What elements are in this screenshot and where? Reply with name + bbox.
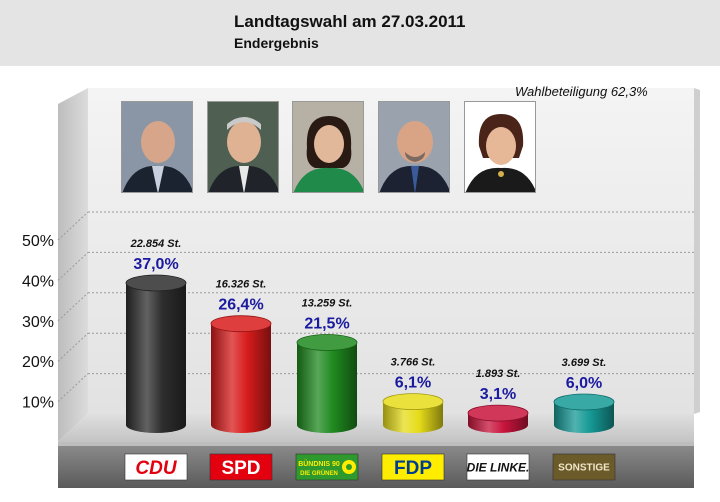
party-logo-text-2: DIE GRÜNEN	[300, 470, 338, 477]
bar-body	[383, 401, 443, 433]
bar-value-label: 6,1%	[395, 375, 431, 392]
party-logo-bg	[381, 453, 445, 481]
bar-value-label: 6,0%	[566, 375, 602, 392]
chart-floor-edge	[58, 442, 694, 446]
chart-subtitle: Endergebnis	[234, 35, 319, 51]
candidate-photo-cdu	[121, 101, 193, 193]
bar-top	[382, 393, 444, 410]
gridline-side	[57, 332, 89, 362]
party-logo-text: DIE LINKE.	[467, 460, 530, 474]
y-tick-label: 40%	[22, 273, 54, 290]
chart-title: Landtagswahl am 27.03.2011	[234, 12, 466, 31]
party-logo-text: BÜNDNIS 90	[298, 459, 340, 468]
gridline-side	[57, 211, 89, 241]
y-tick-label: 20%	[22, 354, 54, 371]
party-logo-bg	[552, 453, 616, 481]
bar-value-label: 37,0%	[133, 256, 178, 273]
chart-right-wall	[694, 88, 700, 414]
turnout-label: Wahlbeteiligung 62,3%	[515, 84, 648, 99]
y-tick-label: 30%	[22, 314, 54, 331]
bar-body	[554, 401, 614, 433]
party-logo-bg	[466, 453, 530, 481]
party-logo-text: SONSTIGE	[558, 463, 610, 474]
bar-top	[467, 404, 529, 422]
bar-votes-label: 22.854 St.	[130, 238, 182, 250]
bar-value-label: 3,1%	[480, 386, 516, 403]
bar-value-label: 26,4%	[218, 297, 263, 314]
candidate-photo-gruene	[292, 101, 364, 193]
bar-votes-label: 3.766 St.	[391, 357, 436, 369]
bar-body	[211, 323, 271, 433]
party-logo-bg	[209, 453, 273, 481]
header-bar: Landtagswahl am 27.03.2011 Endergebnis	[0, 0, 720, 66]
candidate-photo-linke	[464, 101, 536, 193]
candidate-photo-fdp	[378, 101, 450, 193]
bar-top	[553, 393, 615, 411]
bar-votes-label: 1.893 St.	[476, 368, 521, 380]
bar-top	[296, 334, 358, 351]
bar-votes-label: 3.699 St.	[562, 357, 607, 369]
candidate-photo-spd	[207, 101, 279, 193]
gridline-side	[57, 373, 89, 402]
bar-votes-label: 16.326 St.	[216, 279, 267, 291]
y-tick-label: 10%	[22, 395, 54, 412]
party-logo-text: CDU	[135, 458, 177, 479]
party-logo-text: SPD	[221, 458, 260, 479]
bar-value-label: 21,5%	[304, 315, 349, 332]
bar-votes-label: 13.259 St.	[302, 297, 353, 309]
gridline-side	[57, 252, 89, 281]
party-logo-text: FDP	[394, 458, 432, 479]
chart-left-wall	[58, 88, 88, 442]
bar-body	[297, 342, 357, 433]
y-tick-label: 50%	[22, 233, 54, 250]
bar-body	[126, 283, 186, 433]
bar-top	[125, 274, 187, 292]
bar-top	[210, 315, 272, 333]
sunflower-center	[346, 464, 352, 470]
party-logo-bg	[124, 453, 188, 481]
gridline-side	[57, 292, 89, 322]
